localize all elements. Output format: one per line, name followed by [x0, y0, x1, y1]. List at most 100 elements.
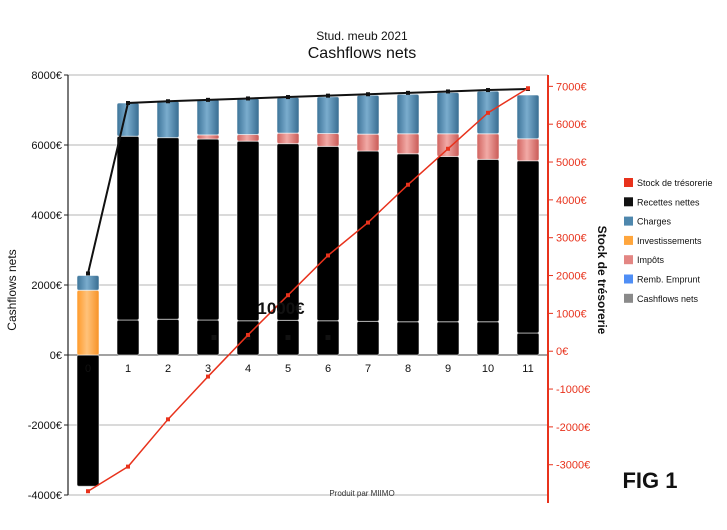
- series-point: [366, 92, 370, 97]
- annotation-label: 1000€: [257, 299, 305, 318]
- bar-segment: [236, 134, 260, 142]
- y-tick-label: 6000€: [31, 140, 62, 152]
- bar-segment: [76, 275, 100, 291]
- legend-label: Cashflows nets: [637, 294, 699, 304]
- legend-label: Investissements: [637, 236, 702, 246]
- bar-segment: [156, 100, 180, 139]
- series-line: [87, 87, 529, 492]
- bar-segment: [476, 321, 500, 356]
- legend-label: Remb. Emprunt: [637, 275, 701, 285]
- series-lines: [86, 86, 530, 494]
- y-tick-label: -4000€: [28, 490, 62, 502]
- y2-tick-label: 4000€: [556, 195, 587, 207]
- series-point: [406, 90, 410, 95]
- bar-segment: [436, 133, 460, 158]
- bar-segment: [436, 156, 460, 323]
- bar-segment: [476, 133, 500, 160]
- bar-segment: [156, 137, 180, 320]
- bars: [76, 90, 540, 487]
- bar-segment: [196, 138, 220, 321]
- x-tick-label: 6: [325, 363, 331, 375]
- bar-segment: [236, 97, 260, 135]
- bar-segment: [276, 96, 300, 134]
- bar-segment: [316, 96, 340, 134]
- y2-tick-label: 2000€: [556, 271, 587, 283]
- series-point: [366, 220, 370, 225]
- legend-label: Charges: [637, 217, 672, 227]
- series-point: [326, 253, 330, 258]
- x-tick-label: 7: [365, 363, 371, 375]
- y2-tick-label: -1000€: [556, 384, 590, 396]
- bar-segment: [276, 132, 300, 145]
- x-tick-label: 10: [482, 363, 494, 375]
- legend-swatch: [624, 216, 633, 226]
- marker-point: [325, 335, 331, 340]
- bar-segment: [116, 135, 140, 321]
- series-point: [246, 332, 250, 337]
- bar-segment: [76, 289, 100, 356]
- legend-label: Stock de trésorerie: [637, 178, 713, 188]
- x-tick-label: 9: [445, 363, 451, 375]
- series-point: [406, 182, 410, 187]
- bar-segment: [396, 133, 420, 155]
- series-point: [166, 417, 170, 422]
- series-point: [486, 110, 490, 115]
- y2-tick-label: 7000€: [556, 81, 587, 93]
- bar-segment: [436, 321, 460, 356]
- y-tick-label: 2000€: [31, 280, 62, 292]
- y-axis-label: Cashflows nets: [5, 249, 19, 330]
- axes: 8000€ 6000€ 4000€ 2000€ 0€ -2000€ -4000€ 7000€ 6…: [28, 70, 590, 503]
- bar-segment: [516, 160, 540, 334]
- marker-point: [285, 335, 291, 340]
- series-point: [446, 146, 450, 151]
- bar-segment: [396, 93, 420, 135]
- x-tick-label: 8: [405, 363, 411, 375]
- x-tick-label: 3: [205, 363, 211, 375]
- bar-segment: [316, 132, 340, 147]
- y2-tick-label: 5000€: [556, 157, 587, 169]
- bar-segment: [196, 99, 220, 136]
- series-point: [166, 99, 170, 104]
- x-tick-label: 1: [125, 363, 131, 375]
- series-point: [446, 89, 450, 94]
- legend-swatch: [624, 293, 633, 303]
- series-point: [526, 86, 530, 91]
- series-point: [126, 464, 130, 469]
- bar-segment: [396, 153, 420, 323]
- legend-swatch: [624, 178, 633, 187]
- x-tick-label: 5: [285, 363, 291, 375]
- y2-tick-label: 0€: [556, 346, 568, 358]
- gridlines: [68, 74, 548, 496]
- figure-label: FIG 1: [622, 468, 677, 493]
- bar-segment: [476, 158, 500, 323]
- legend-swatch: [624, 197, 633, 207]
- bar-segment: [116, 102, 140, 137]
- marker-point: [245, 335, 251, 340]
- chart-subtitle: Stud. meub 2021: [316, 29, 408, 43]
- bar-segment: [356, 133, 380, 152]
- y2-tick-label: 1000€: [556, 308, 587, 320]
- bar-segment: [516, 138, 540, 162]
- bar-segment: [356, 94, 380, 135]
- legend-label: Impôts: [637, 255, 665, 265]
- legend-swatch: [624, 255, 633, 265]
- bar-segment: [156, 318, 180, 356]
- series-line: [87, 88, 529, 274]
- y-tick-label: 8000€: [31, 70, 62, 82]
- y2-axis-label: Stock de trésorerie: [595, 226, 609, 335]
- y-tick-label: 4000€: [31, 210, 62, 222]
- bar-segment: [196, 134, 220, 140]
- bar-segment: [356, 150, 380, 322]
- bar-segment: [516, 94, 540, 140]
- x-tick-label: 11: [522, 363, 533, 375]
- bar-segment: [356, 320, 380, 356]
- series-point: [126, 101, 130, 105]
- series-point: [286, 293, 290, 298]
- series-point: [486, 88, 490, 93]
- y2-tick-label: -3000€: [556, 460, 590, 472]
- bar-segment: [116, 319, 140, 356]
- series-point: [206, 374, 210, 379]
- y2-tick-label: -2000€: [556, 422, 590, 434]
- marker-point: [211, 335, 217, 340]
